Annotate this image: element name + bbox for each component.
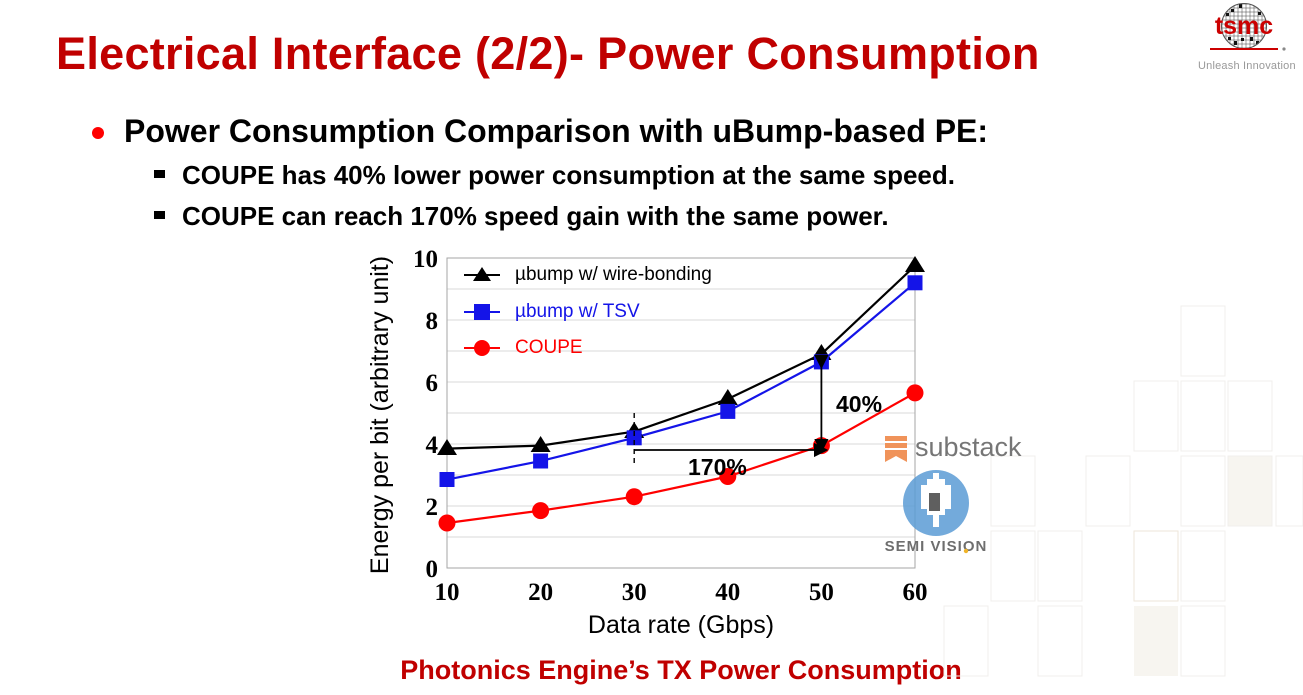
svg-text:2: 2	[426, 494, 439, 521]
svg-text:8: 8	[426, 308, 439, 335]
svg-text:30: 30	[622, 579, 647, 606]
svg-text:50: 50	[809, 579, 834, 606]
svg-text:40: 40	[715, 579, 740, 606]
svg-text:20: 20	[528, 579, 553, 606]
svg-text:µbump w/ TSV: µbump w/ TSV	[515, 301, 640, 322]
svg-text:40%: 40%	[836, 391, 882, 417]
svg-text:µbump w/ wire-bonding: µbump w/ wire-bonding	[515, 264, 712, 285]
svg-text:substack: substack	[915, 432, 1022, 462]
svg-text:SEMI VISION: SEMI VISION	[885, 538, 988, 555]
svg-text:170%: 170%	[688, 454, 747, 480]
svg-text:10: 10	[435, 579, 460, 606]
svg-text:Data rate (Gbps): Data rate (Gbps)	[588, 611, 774, 639]
svg-text:60: 60	[903, 579, 928, 606]
svg-text:Energy per bit (arbitrary unit: Energy per bit (arbitrary unit)	[366, 256, 394, 574]
svg-text:6: 6	[426, 370, 439, 397]
svg-text:10: 10	[413, 246, 438, 273]
svg-text:COUPE: COUPE	[515, 337, 583, 358]
svg-text:4: 4	[426, 432, 439, 459]
svg-text:Photonics Engine’s TX Power Co: Photonics Engine’s TX Power Consumption	[400, 655, 962, 685]
